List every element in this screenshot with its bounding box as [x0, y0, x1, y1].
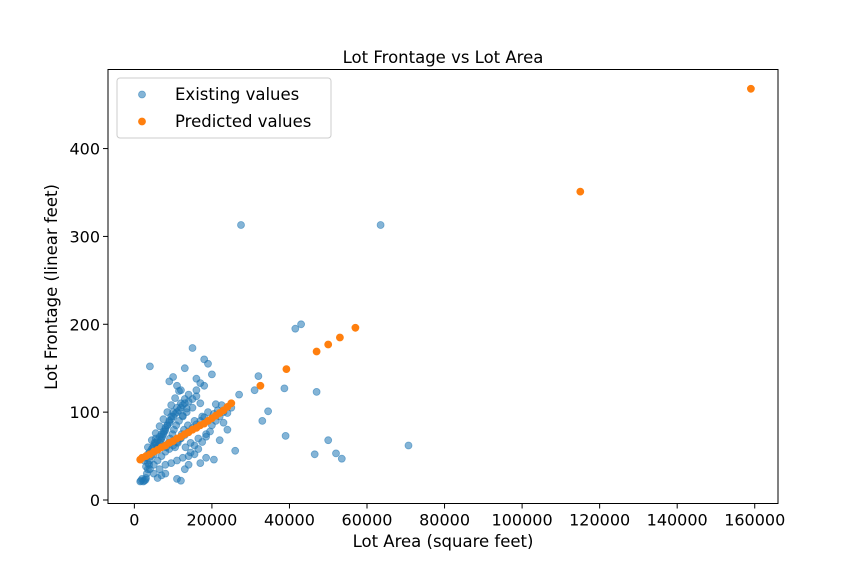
existing-value-point: [169, 373, 178, 381]
legend-marker-predicted: [138, 117, 146, 126]
predicted-value-point: [312, 347, 321, 356]
predicted-value-point: [324, 340, 333, 349]
existing-value-point: [202, 432, 211, 441]
chart-title: Lot Frontage vs Lot Area: [343, 48, 544, 67]
existing-value-point: [202, 453, 211, 462]
x-tick-label: 160000: [724, 511, 785, 530]
existing-value-point: [312, 387, 321, 396]
existing-value-point: [155, 465, 164, 474]
y-tick-label: 100: [69, 403, 100, 422]
existing-value-point: [250, 386, 259, 395]
existing-value-point: [145, 362, 154, 371]
existing-value-point: [192, 392, 201, 401]
existing-value-point: [223, 425, 232, 434]
x-tick-label: 40000: [264, 511, 315, 530]
x-tick-label: 100000: [492, 511, 553, 530]
existing-value-point: [171, 394, 180, 403]
x-axis-label: Lot Area (square feet): [353, 532, 534, 551]
existing-value-point: [178, 411, 187, 420]
existing-value-point: [198, 438, 207, 446]
y-tick-label: 200: [69, 315, 100, 334]
existing-value-point: [204, 359, 212, 368]
existing-value-point: [404, 441, 413, 450]
existing-value-point: [258, 416, 267, 425]
points-layer: [136, 84, 755, 486]
legend-box: [116, 77, 332, 139]
existing-value-point: [161, 469, 170, 478]
existing-value-point: [194, 445, 203, 453]
legend-label-predicted: Predicted values: [175, 112, 311, 131]
y-tick-label: 400: [69, 140, 100, 159]
predicted-value-point: [282, 365, 291, 374]
x-tick-label: 120000: [569, 511, 630, 530]
existing-value-point: [231, 446, 240, 455]
existing-value-point: [149, 469, 158, 478]
existing-value-point: [196, 459, 205, 468]
plot-frame: [107, 69, 779, 504]
existing-value-point: [196, 399, 205, 408]
existing-value-point: [280, 384, 289, 393]
existing-value-point: [237, 221, 245, 229]
existing-value-point: [147, 436, 156, 445]
y-tick-label: 300: [69, 227, 100, 246]
existing-value-point: [337, 454, 346, 463]
legend-marker-existing: [138, 90, 146, 99]
existing-value-point: [196, 379, 205, 388]
existing-value-point: [184, 460, 193, 469]
predicted-value-point: [747, 84, 755, 93]
predicted-value-point: [576, 187, 585, 196]
existing-value-point: [182, 404, 191, 413]
existing-value-point: [254, 372, 263, 381]
x-tick-label: 80000: [419, 511, 470, 530]
predicted-value-point: [335, 333, 344, 342]
existing-value-point: [376, 221, 385, 229]
legend-label-existing: Existing values: [175, 85, 299, 104]
legend: Existing values Predicted values: [116, 77, 332, 139]
existing-value-point: [180, 364, 189, 373]
y-axis-label: Lot Frontage (linear feet): [42, 184, 61, 390]
x-axis-ticks: 0 20000 40000 60000 80000 100000 120000 140000 1…: [129, 503, 785, 530]
existing-value-point: [332, 449, 340, 458]
x-tick-label: 60000: [342, 511, 393, 530]
existing-value-point: [207, 370, 216, 379]
existing-value-point: [215, 436, 224, 445]
predicted-value-point: [351, 323, 360, 332]
existing-value-point: [188, 344, 197, 352]
existing-value-point: [281, 431, 290, 440]
existing-value-point: [155, 422, 164, 431]
predicted-value-point: [256, 381, 265, 390]
predicted-value-point: [227, 399, 236, 408]
series-1: [136, 84, 755, 464]
y-axis-ticks: 0 100 200 300 400: [69, 140, 108, 510]
existing-value-point: [219, 418, 228, 427]
existing-value-point: [175, 387, 183, 395]
existing-value-point: [310, 450, 319, 459]
existing-value-point: [297, 320, 306, 329]
existing-value-point: [143, 443, 152, 452]
existing-value-point: [167, 401, 176, 410]
y-tick-label: 0: [90, 491, 100, 510]
existing-value-point: [151, 429, 160, 438]
existing-value-point: [291, 324, 300, 333]
x-tick-label: 0: [129, 511, 139, 530]
existing-value-point: [163, 408, 172, 417]
existing-value-point: [159, 415, 168, 424]
existing-value-point: [324, 436, 333, 445]
x-tick-label: 20000: [186, 511, 237, 530]
x-tick-label: 140000: [647, 511, 708, 530]
existing-value-point: [181, 443, 190, 452]
series-0: [136, 221, 413, 486]
existing-value-point: [264, 407, 273, 416]
existing-value-point: [206, 427, 214, 436]
existing-value-point: [176, 476, 185, 485]
existing-value-point: [209, 455, 218, 464]
existing-value-point: [190, 450, 199, 459]
existing-value-point: [235, 390, 244, 399]
